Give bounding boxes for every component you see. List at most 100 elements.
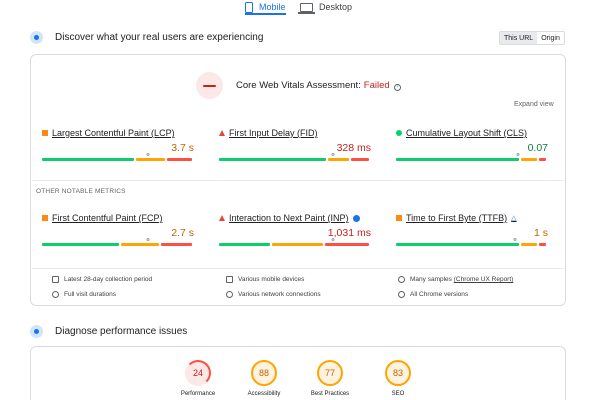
accessibility-score: 88 (251, 360, 277, 386)
wifi-icon (226, 291, 233, 298)
p75-marker (331, 153, 335, 156)
metric-inp-link[interactable]: Interaction to Next Paint (INP) (229, 213, 349, 223)
diagnose-header: Diagnose performance issues (30, 325, 187, 338)
poor-segment (538, 158, 546, 161)
people-icon (398, 276, 405, 283)
good-segment (42, 243, 120, 246)
cwv-assessment: Core Web Vitals Assessment: Failed? (196, 72, 401, 99)
p75-marker (331, 238, 335, 241)
experimental-icon[interactable]: △ (511, 215, 517, 222)
calendar-icon (52, 276, 59, 283)
poor-segment (351, 158, 369, 161)
assessment-status: Failed (363, 80, 390, 91)
devices-icon (226, 276, 233, 283)
needs-improvement-icon (42, 215, 48, 221)
metric-cls: Cumulative Layout Shift (CLS) 0.07 (396, 127, 556, 161)
poor-segment (166, 158, 192, 161)
this-url-button[interactable]: This URL (500, 32, 538, 44)
gauge-best-practices[interactable]: 77 Best Practices (300, 360, 360, 397)
devices-text: Various mobile devices (238, 276, 305, 283)
url-origin-toggle: This URL Origin (499, 31, 565, 45)
footer-devices: Various mobile devices (226, 276, 304, 283)
chrome-ux-report-link[interactable]: (Chrome UX Report) (453, 276, 514, 283)
period-text: Latest 28-day collection period (64, 276, 153, 283)
p75-marker (516, 153, 520, 156)
metric-fid: First Input Delay (FID) 328 ms (219, 127, 379, 161)
metric-cls-link[interactable]: Cumulative Layout Shift (CLS) (406, 128, 528, 138)
diagnose-card (30, 346, 566, 400)
metric-fcp: First Contentful Paint (FCP) 2.7 s (42, 212, 202, 246)
gauge-seo[interactable]: 83 SEO (368, 360, 428, 397)
footer-versions: All Chrome versions (398, 291, 468, 298)
laptop-icon (298, 2, 315, 14)
good-segment (42, 158, 135, 161)
metric-cls-distribution (396, 153, 548, 161)
metric-lcp: Largest Contentful Paint (LCP) 3.7 s (42, 127, 202, 161)
expand-view-link[interactable]: Expand view (514, 101, 554, 108)
discover-title: Discover what your real users are experi… (55, 32, 264, 43)
poor-segment (325, 243, 369, 246)
help-icon[interactable]: ? (393, 84, 401, 91)
info-icon[interactable] (352, 214, 360, 222)
best-practices-score: 77 (317, 360, 343, 386)
assessment-failed-icon (196, 72, 223, 99)
versions-text: All Chrome versions (410, 291, 469, 298)
good-segment (396, 243, 519, 246)
metric-cls-value: 0.07 (527, 142, 548, 154)
needs-improvement-segment (136, 158, 165, 161)
footer-connections: Various network connections (226, 291, 321, 298)
metric-lcp-value: 3.7 s (171, 142, 194, 154)
metric-inp-value: 1,031 ms (327, 227, 371, 239)
performance-label: Performance (180, 391, 216, 397)
metric-ttfb-value: 1 s (533, 227, 548, 239)
section-divider (32, 180, 564, 181)
p75-marker (146, 238, 150, 241)
metric-ttfb: Time to First Byte (TTFB) △ 1 s (396, 212, 556, 246)
active-tab-underline (245, 13, 286, 15)
metric-inp: Interaction to Next Paint (INP) 1,031 ms (219, 212, 379, 246)
gauge-performance[interactable]: 24 Performance (168, 360, 228, 397)
discover-header: Discover what your real users are experi… (30, 31, 263, 44)
metric-ttfb-link[interactable]: Time to First Byte (TTFB) (406, 213, 508, 223)
accessibility-label: Accessibility (247, 391, 281, 397)
needs-improvement-segment (328, 158, 350, 161)
durations-text: Full visit durations (64, 291, 117, 298)
footer-durations: Full visit durations (52, 291, 116, 298)
poor-icon (219, 215, 225, 221)
metric-fcp-link[interactable]: First Contentful Paint (FCP) (52, 213, 163, 223)
best-practices-label: Best Practices (310, 391, 350, 397)
diagnose-icon (30, 325, 43, 338)
good-segment (219, 158, 327, 161)
seo-score: 83 (385, 360, 411, 386)
needs-improvement-segment (272, 243, 324, 246)
tab-desktop[interactable]: Desktop (298, 0, 352, 18)
assessment-label: Core Web Vitals Assessment: (236, 80, 361, 91)
metric-fid-link[interactable]: First Input Delay (FID) (229, 128, 318, 138)
other-metrics-heading: OTHER NOTABLE METRICS (36, 188, 126, 195)
chrome-icon (398, 291, 405, 298)
metric-inp-distribution (219, 238, 371, 246)
needs-improvement-segment (520, 243, 537, 246)
poor-icon (219, 130, 225, 136)
users-icon (30, 31, 43, 44)
footer-period: Latest 28-day collection period (52, 276, 152, 283)
footer-divider (32, 268, 564, 269)
good-segment (219, 243, 271, 246)
origin-button[interactable]: Origin (541, 35, 560, 42)
metric-fcp-distribution (42, 238, 194, 246)
tab-mobile[interactable]: Mobile (245, 0, 286, 18)
gauge-accessibility[interactable]: 88 Accessibility (234, 360, 294, 397)
device-tabs: Mobile Desktop (0, 0, 600, 20)
footer-samples: Many samples (Chrome UX Report) (398, 276, 513, 283)
metric-lcp-distribution (42, 153, 194, 161)
needs-improvement-icon (42, 130, 48, 136)
needs-improvement-icon (396, 215, 402, 221)
assessment-text: Core Web Vitals Assessment: Failed? (236, 80, 401, 91)
good-segment (396, 158, 519, 161)
field-data-card (30, 54, 566, 306)
p75-marker (146, 153, 150, 156)
metric-lcp-link[interactable]: Largest Contentful Paint (LCP) (52, 128, 175, 138)
needs-improvement-segment (121, 243, 159, 246)
metric-ttfb-distribution (396, 238, 548, 246)
tab-mobile-label: Mobile (259, 2, 286, 12)
